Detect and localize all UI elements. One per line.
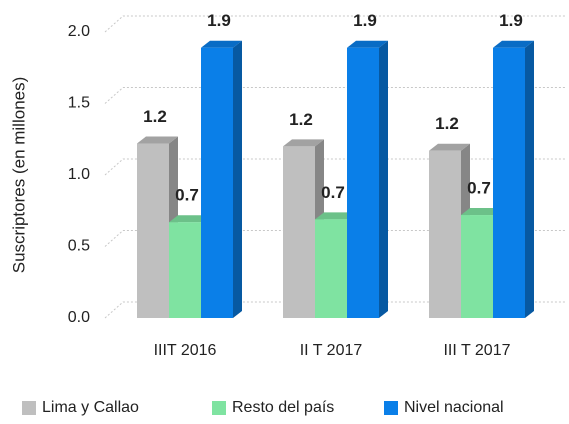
x-tick-label: IIIT 2016 <box>154 342 217 359</box>
y-tick-label: 2.0 <box>68 23 90 40</box>
grid-line <box>104 15 565 33</box>
bar-top <box>347 40 388 48</box>
bar <box>201 47 233 318</box>
bar-top <box>493 40 534 48</box>
value-label: 1.2 <box>435 114 459 133</box>
value-label: 1.9 <box>499 11 523 30</box>
bar-top <box>169 215 210 223</box>
x-tick-label: III T 2017 <box>443 342 510 359</box>
bar-side <box>525 40 534 318</box>
bar <box>169 222 201 318</box>
bar <box>137 143 169 318</box>
y-tick-label: 1.5 <box>68 95 90 112</box>
bar-side <box>233 40 242 318</box>
grid-line <box>104 301 565 319</box>
x-tick-label: II T 2017 <box>300 342 363 359</box>
value-label: 0.7 <box>467 179 491 198</box>
grid-line <box>104 230 565 247</box>
value-label: 1.9 <box>353 11 377 30</box>
value-label: 0.7 <box>321 183 345 202</box>
bar <box>347 47 379 318</box>
y-tick-label: 0.5 <box>68 238 90 255</box>
bar-top <box>201 40 242 48</box>
bar-side <box>379 40 388 318</box>
bar <box>429 150 461 318</box>
bar-top <box>137 136 178 144</box>
grid-line <box>104 87 565 104</box>
legend-label: Resto del país <box>232 399 334 416</box>
bar-top <box>315 212 356 220</box>
value-label: 1.2 <box>289 110 313 129</box>
bar <box>283 146 315 318</box>
bar-top <box>429 143 470 151</box>
legend-swatch <box>22 401 36 415</box>
value-label: 0.7 <box>175 186 199 205</box>
legend-label: Nivel nacional <box>404 399 504 416</box>
y-axis-title: Suscriptores (en millones) <box>9 77 28 274</box>
y-tick-label: 0.0 <box>68 309 90 326</box>
bar <box>461 215 493 318</box>
bar-top <box>283 139 324 147</box>
y-tick-label: 1.0 <box>68 166 90 183</box>
bar-top <box>461 208 502 216</box>
value-label: 1.9 <box>207 11 231 30</box>
legend-label: Lima y Callao <box>42 399 139 416</box>
value-label: 1.2 <box>143 107 167 126</box>
bar <box>493 47 525 318</box>
bar <box>315 219 347 318</box>
legend-swatch <box>384 401 398 415</box>
grid-line <box>104 158 565 176</box>
legend-swatch <box>212 401 226 415</box>
